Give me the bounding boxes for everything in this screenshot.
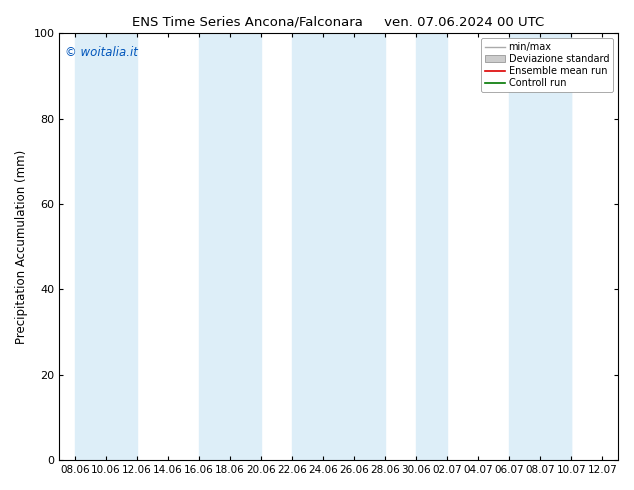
Bar: [75, 33, 137, 460]
Title: ENS Time Series Ancona/Falconara     ven. 07.06.2024 00 UTC: ENS Time Series Ancona/Falconara ven. 07…: [133, 15, 545, 28]
Bar: [540, 33, 571, 460]
Bar: [292, 33, 354, 460]
Bar: [354, 33, 385, 460]
Bar: [199, 33, 261, 460]
Bar: [509, 33, 571, 460]
Y-axis label: Precipitation Accumulation (mm): Precipitation Accumulation (mm): [15, 149, 28, 344]
Legend: min/max, Deviazione standard, Ensemble mean run, Controll run: min/max, Deviazione standard, Ensemble m…: [481, 38, 613, 92]
Bar: [416, 33, 447, 460]
Text: © woitalia.it: © woitalia.it: [65, 46, 138, 59]
